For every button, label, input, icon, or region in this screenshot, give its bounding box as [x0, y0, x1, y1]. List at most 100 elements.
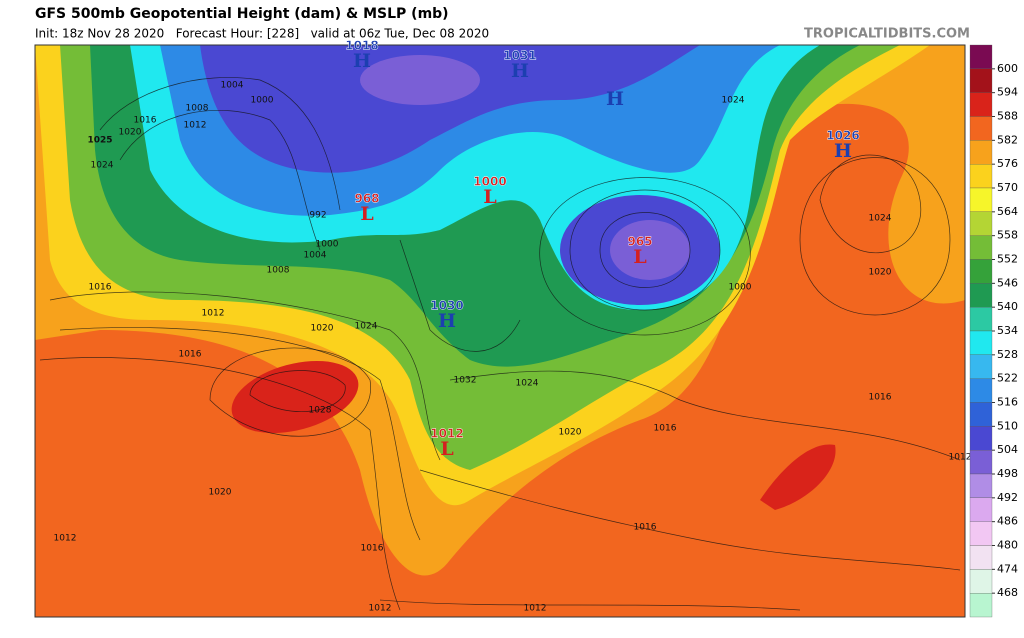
isobar-label: 1012: [524, 604, 547, 614]
center-letter: H: [834, 140, 852, 162]
isobar-label: 1016: [179, 350, 202, 360]
colorbar-band: [969, 426, 993, 451]
isobar-label: 1028: [309, 406, 332, 416]
isobar-label: 1000: [316, 240, 339, 250]
colorbar-band: [969, 283, 993, 308]
isobar-label: 1004: [221, 81, 244, 91]
isobar-label: 1016: [89, 283, 112, 293]
isobar-label: 1020: [311, 324, 334, 334]
colorbar-band: [969, 450, 993, 475]
colorbar-label: 576: [997, 157, 1018, 170]
center-pressure: 1030: [430, 299, 463, 313]
colorbar-band: [969, 402, 993, 427]
colorbar-label: 468: [997, 586, 1018, 599]
colorbar-label: 492: [997, 491, 1018, 504]
subtitle: Init: 18z Nov 28 2020 Forecast Hour: [22…: [35, 27, 489, 41]
colorbar-band: [969, 521, 993, 546]
center-pressure: 1026: [826, 129, 859, 143]
colorbar-label: 564: [997, 205, 1018, 218]
field: [360, 55, 480, 105]
isobar-label: 1012: [184, 121, 207, 131]
colorbar-band: [969, 140, 993, 165]
isobar-label: 1016: [869, 393, 892, 403]
center-letter: H: [353, 50, 371, 72]
isobar-label: 1016: [654, 424, 677, 434]
colorbar-band: [969, 92, 993, 117]
colorbar-band: [969, 545, 993, 570]
isobar-label: 1000: [251, 96, 274, 106]
isobar-label: 1020: [869, 268, 892, 278]
isobar-label: 1020: [209, 488, 232, 498]
colorbar-label: 510: [997, 419, 1018, 432]
colorbar-band: [969, 473, 993, 498]
colorbar-label: 540: [997, 300, 1018, 313]
source: TROPICALTIDBITS.COM: [804, 27, 970, 42]
colorbar-label: 552: [997, 253, 1018, 266]
center-letter: H: [438, 310, 456, 332]
colorbar-label: 600: [997, 62, 1018, 75]
field: [610, 220, 690, 280]
colorbar-label: 486: [997, 515, 1018, 528]
colorbar-label: 498: [997, 467, 1018, 480]
center-letter: L: [360, 203, 373, 225]
colorbar-label: 522: [997, 372, 1018, 385]
colorbar-label: 588: [997, 110, 1018, 123]
colorbar-band: [969, 211, 993, 236]
colorbar-band: [969, 593, 993, 618]
colorbar-label: 504: [997, 443, 1018, 456]
field: [231, 360, 359, 434]
isobar-label: 1024: [722, 96, 745, 106]
isobar-label: 1024: [355, 322, 378, 332]
isobar-label: 1016: [361, 544, 384, 554]
isobar-label: 992: [309, 211, 326, 221]
isobar-label: 1020: [119, 128, 142, 138]
field: [760, 444, 836, 510]
center-pressure: 1012: [430, 427, 463, 441]
isobar-label: 1032: [454, 376, 477, 386]
isobar-label: 1008: [267, 266, 290, 276]
colorbar-band: [969, 307, 993, 332]
colorbar-label: 480: [997, 539, 1018, 552]
center-letter: L: [483, 186, 496, 208]
colorbar-label: 546: [997, 276, 1018, 289]
isobar-label: 1016: [134, 116, 157, 126]
colorbar-label: 570: [997, 181, 1018, 194]
isobar-label: 1012: [369, 604, 392, 614]
center-pressure: 965: [627, 235, 652, 249]
center-letter: H: [606, 88, 624, 110]
title: GFS 500mb Geopotential Height (dam) & MS…: [35, 6, 449, 22]
colorbar-label: 582: [997, 133, 1018, 146]
isobar-label: 1025: [87, 136, 112, 146]
colorbar-band: [969, 187, 993, 212]
center-pressure: 1031: [503, 49, 536, 63]
center-pressure: 1018: [345, 39, 378, 53]
isobar-label: 1012: [54, 534, 77, 544]
isobar-label: 1024: [869, 214, 892, 224]
center-letter: L: [440, 438, 453, 460]
field: [200, 45, 700, 173]
colorbar-label: 516: [997, 396, 1018, 409]
isobar-label: 1000: [729, 283, 752, 293]
isobar-label: 1016: [634, 523, 657, 533]
isobar-label: 1012: [202, 309, 225, 319]
colorbar-band: [969, 330, 993, 355]
center-pressure: 968: [354, 192, 379, 206]
center-letter: H: [511, 60, 529, 82]
isobar-label: 1008: [186, 104, 209, 114]
isobar-label: 1024: [516, 379, 539, 389]
center-letter: L: [633, 246, 646, 268]
colorbar-band: [969, 354, 993, 379]
colorbar-band: [969, 235, 993, 260]
colorbar-label: 558: [997, 229, 1018, 242]
colorbar-band: [969, 44, 993, 69]
isobar-label: 1004: [304, 251, 327, 261]
colorbar-band: [969, 68, 993, 93]
colorbar-label: 474: [997, 562, 1018, 575]
map-frame: [34, 44, 966, 618]
colorbar-band: [969, 497, 993, 522]
isobar-label: 1012: [949, 453, 972, 463]
colorbar-band: [969, 164, 993, 189]
center-pressure: 1000: [473, 175, 506, 189]
isobar-label: 1020: [559, 428, 582, 438]
colorbar-band: [969, 259, 993, 284]
